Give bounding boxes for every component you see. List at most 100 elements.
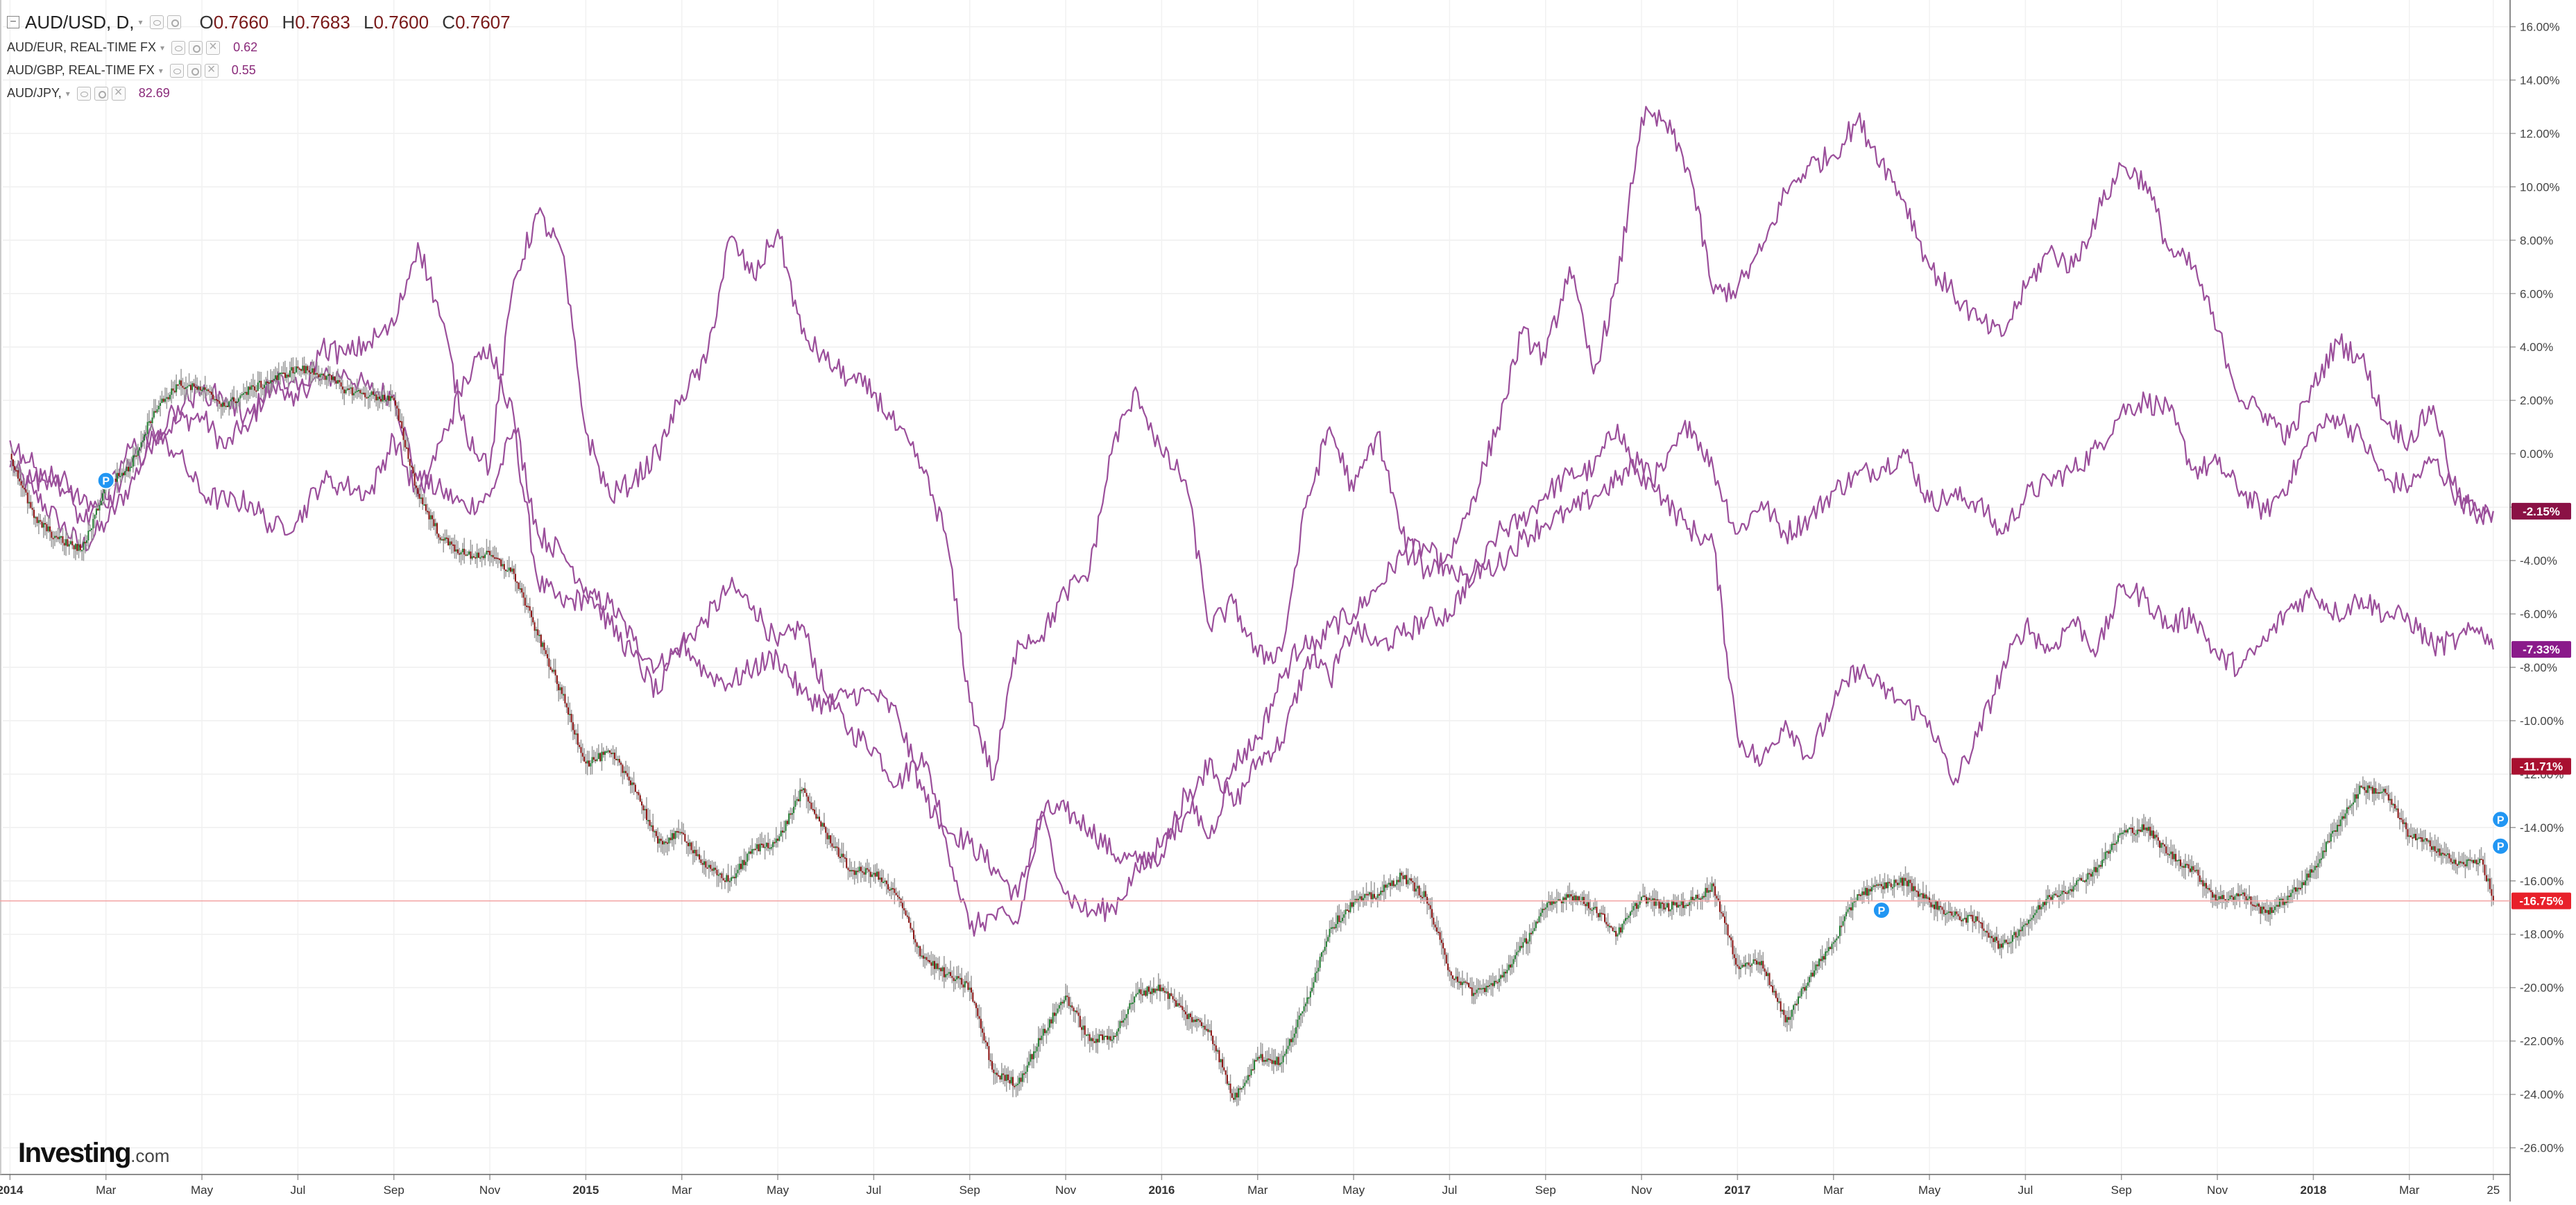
eye-icon[interactable] [169,63,184,78]
candle-body [1063,1000,1065,1004]
candle-body [231,397,233,400]
candle-body [683,832,685,835]
candle-body [2196,869,2198,871]
candle-body [1365,894,1367,896]
candle-body [2426,838,2428,841]
candle-body [2380,792,2382,794]
candle-body [756,844,758,849]
legend-compare-aud-eur[interactable]: AUD/EUR, REAL-TIME FX ▾ 0.62 [7,36,519,59]
candle-body [980,1018,982,1029]
chevron-down-icon[interactable]: ▾ [65,88,70,99]
eye-icon[interactable] [171,40,186,55]
candle-body [521,588,523,592]
candle-body [1495,980,1497,982]
candle-body [1746,962,1748,964]
candle-body [908,916,910,923]
candle-body [2168,854,2170,856]
candle-body [1527,941,1529,944]
candle-body [1469,986,1472,989]
candle-body [1481,988,1483,990]
candle-body [878,871,880,880]
candle-body [2004,939,2006,943]
candle-body [1453,978,1456,980]
candle-body [1009,1079,1011,1084]
candle-body [628,776,630,781]
candle-body [1575,895,1577,902]
candle-body [2474,860,2476,864]
candle-body [2233,896,2235,900]
gear-icon[interactable] [94,86,108,101]
eye-icon[interactable] [149,15,164,29]
candle-body [151,417,153,423]
candle-body [775,838,777,843]
candle-body [1601,912,1603,914]
chevron-down-icon[interactable]: ▾ [138,17,143,27]
candle-body [1041,1035,1043,1041]
chevron-down-icon[interactable]: ▾ [158,65,163,76]
candle-body [62,536,64,543]
candle-body [486,550,488,555]
candle-body [348,388,350,390]
candle-body [321,373,323,375]
candle-body [468,551,470,555]
collapse-icon[interactable]: − [7,16,19,28]
legend-compare-aud-gbp[interactable]: AUD/GBP, REAL-TIME FX ▾ 0.55 [7,59,519,82]
candle-body [157,406,160,409]
candle-body [1887,882,1889,889]
candle-body [2280,898,2283,900]
candle-body [1605,921,1607,925]
candle-body [1539,912,1542,916]
legend-compare-aud-jpy[interactable]: AUD/JPY, ▾ 82.69 [7,82,519,105]
candle-body [1629,912,1631,916]
candle-body [1662,902,1664,904]
candle-body [357,390,359,392]
candle-body [1143,990,1145,995]
eye-icon[interactable] [76,86,91,101]
candle-body [1576,896,1578,902]
candle-body [1778,1001,1780,1003]
candle-body [2304,880,2306,886]
candle-body [450,541,452,545]
candle-body [1930,902,1932,907]
candle-body [24,488,26,490]
x-tick-label: Sep [2111,1183,2132,1197]
candle-body [316,373,318,375]
candle-body [601,751,603,762]
candle-body [1292,1037,1294,1043]
candle-body [2013,932,2015,936]
close-icon[interactable] [111,85,126,101]
candle-body [964,981,966,988]
candle-body [1655,899,1657,906]
close-icon[interactable] [204,62,219,78]
candle-body [1873,885,1875,887]
candle-body [1564,897,1566,900]
candle-body [1696,894,1698,899]
candle-body [162,398,164,402]
candle-body [1658,900,1660,909]
candle-body [1073,1007,1075,1011]
candle-body [721,873,723,878]
candle-body [123,472,125,476]
candle-body [2104,851,2106,860]
legend-main-series[interactable]: − AUD/USD, D, ▾ O0.7660 H0.7683 L0.7600 … [7,8,519,36]
candle-body [1120,1020,1123,1023]
chevron-down-icon[interactable]: ▾ [160,42,165,53]
gear-icon[interactable] [167,15,181,29]
last-value-label: -2.15% [2523,505,2560,518]
candle-body [575,733,577,735]
close-icon[interactable] [206,39,221,55]
gear-icon[interactable] [189,40,203,55]
candle-body [742,860,744,869]
gear-icon[interactable] [187,63,201,78]
candle-body [1226,1075,1228,1084]
candle-body [2316,866,2318,868]
candle-body [2246,898,2249,900]
candle-body [2428,840,2430,842]
y-tick-label: 6.00% [2520,287,2553,300]
candle-body [361,393,363,395]
compare-label: AUD/EUR, REAL-TIME FX [7,40,157,54]
candle-body [1818,959,1820,966]
candle-body [312,368,314,373]
